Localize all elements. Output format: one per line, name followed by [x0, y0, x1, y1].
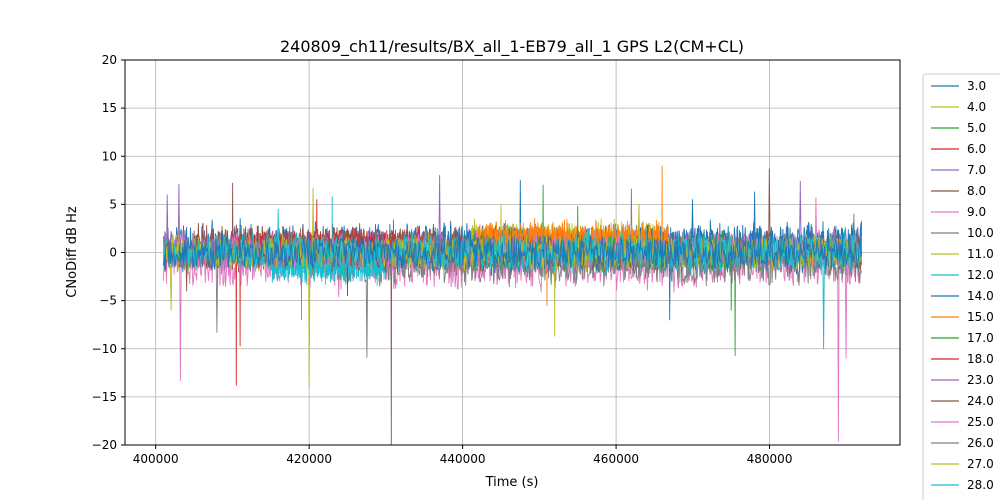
x-tick-label: 420000 — [286, 452, 332, 466]
legend-label: 4.0 — [967, 100, 986, 114]
y-tick-label: −5 — [99, 294, 117, 308]
x-tick-label: 440000 — [440, 452, 486, 466]
series-line-29-0 — [162, 233, 863, 273]
legend-label: 7.0 — [967, 163, 986, 177]
legend-box — [922, 73, 1000, 504]
y-tick-label: 0 — [109, 246, 117, 260]
y-axis-label: CNoDiff dB Hz — [65, 206, 80, 298]
legend-label: 6.0 — [967, 142, 986, 156]
legend-label: 27.0 — [967, 457, 994, 471]
x-tick-label: 400000 — [133, 452, 179, 466]
x-tick-label: 460000 — [593, 452, 639, 466]
legend-label: 12.0 — [967, 268, 994, 282]
legend-label: 15.0 — [967, 310, 994, 324]
y-tick-label: 5 — [109, 197, 117, 211]
legend-label: 26.0 — [967, 436, 994, 450]
legend-label: 10.0 — [967, 226, 994, 240]
legend-label: 5.0 — [967, 121, 986, 135]
y-tick-label: −15 — [92, 390, 117, 404]
series-line-26-0 — [162, 213, 863, 333]
legend-label: 9.0 — [967, 205, 986, 219]
legend-label: 24.0 — [967, 394, 994, 408]
y-tick-label: 15 — [102, 101, 117, 115]
legend-label: 17.0 — [967, 331, 994, 345]
series-group — [162, 165, 863, 445]
legend-label: 14.0 — [967, 289, 994, 303]
legend-label: 23.0 — [967, 373, 994, 387]
y-tick-label: −20 — [92, 438, 117, 452]
legend-label: 25.0 — [967, 415, 994, 429]
x-axis-label: Time (s) — [485, 475, 539, 490]
legend-label: 28.0 — [967, 478, 994, 492]
y-tick-label: 20 — [102, 53, 117, 67]
legend-label: 11.0 — [967, 247, 994, 261]
legend-label: 18.0 — [967, 352, 994, 366]
y-tick-label: 10 — [102, 149, 117, 163]
x-tick-label: 480000 — [747, 452, 793, 466]
legend-label: 3.0 — [967, 79, 986, 93]
y-tick-label: −10 — [92, 342, 117, 356]
legend-label: 8.0 — [967, 184, 986, 198]
chart-title: 240809_ch11/results/BX_all_1-EB79_all_1 … — [280, 37, 744, 57]
